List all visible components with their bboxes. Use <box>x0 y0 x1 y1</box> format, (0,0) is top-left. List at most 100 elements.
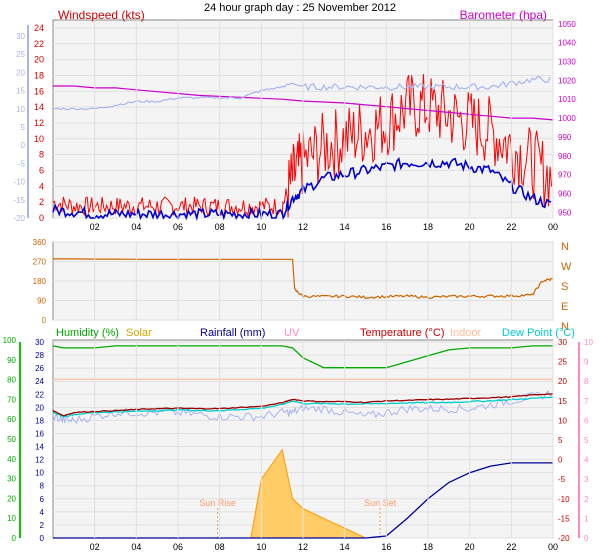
uv-tick-label: 4 <box>584 456 589 465</box>
windspeed-title: Windspeed (kts) <box>58 8 145 22</box>
temp-tick-label: 20 <box>16 68 25 77</box>
rainfall-tick-label: 2 <box>40 521 45 530</box>
compass-label: E <box>561 301 568 313</box>
humidity-tick-label: 70 <box>7 395 16 404</box>
wind-x-tick-label: 02 <box>90 222 100 232</box>
rainfall-tick-label: 30 <box>35 338 44 347</box>
humidity-tick-label: 90 <box>7 356 16 365</box>
baro-tick-label: 1020 <box>558 76 576 85</box>
humidity-tick-label: 40 <box>7 455 16 464</box>
direction-tick-label: 180 <box>33 277 47 286</box>
temperature-line <box>52 393 554 417</box>
humidity-tick-label: 20 <box>7 494 16 503</box>
temperature-tick-label: 15 <box>558 397 567 406</box>
wind-x-tick-label: 16 <box>381 222 391 232</box>
uv-tick-label: 5 <box>584 436 589 445</box>
sunrise-label: Sun Rise <box>199 498 236 508</box>
wind-tick-label: 6 <box>39 165 44 175</box>
baro-tick-label: 950 <box>558 208 572 217</box>
climate-x-tick-label: 10 <box>256 542 266 552</box>
uv-tick-label: 8 <box>584 377 589 386</box>
humidity-tick-label: 0 <box>12 534 17 543</box>
rainfall-tick-label: 4 <box>40 508 45 517</box>
climate-x-tick-label: 18 <box>423 542 433 552</box>
wind-tick-label: 12 <box>34 118 44 128</box>
windspeed-line <box>52 73 552 218</box>
uv-tick-label: 2 <box>584 495 589 504</box>
wind-x-tick-label: 18 <box>423 222 433 232</box>
wind-x-tick-label: 20 <box>465 222 475 232</box>
legend-dew-point: Dew Point (°C) <box>502 327 575 339</box>
climate-x-tick-label: 02 <box>90 542 100 552</box>
barometer-line <box>53 85 554 121</box>
wind-tick-label: 16 <box>34 86 44 96</box>
direction-tick-label: 0 <box>42 316 47 325</box>
temp-tick-label: 10 <box>16 105 25 114</box>
temperature-scale-line <box>52 75 551 111</box>
wind-x-tick-label: 22 <box>506 222 516 232</box>
uv-tick-label: 6 <box>584 416 589 425</box>
legend-uv: UV <box>284 327 300 339</box>
temp-tick-label: 5 <box>21 123 26 132</box>
climate-x-tick-label: 12 <box>298 542 308 552</box>
legend-rainfall: Rainfall (mm) <box>200 327 265 339</box>
chart-title: 24 hour graph day : 25 November 2012 <box>204 2 396 14</box>
wind-tick-label: 14 <box>34 102 44 112</box>
wind-tick-label: 4 <box>39 181 44 191</box>
wind-tick-label: 0 <box>39 213 44 223</box>
climate-x-tick-label: 08 <box>215 542 225 552</box>
wind-tick-label: 20 <box>34 55 44 65</box>
rainfall-tick-label: 8 <box>40 482 45 491</box>
legend-humidity: Humidity (%) <box>56 327 119 339</box>
compass-label: N <box>561 321 569 333</box>
average-wind-line <box>52 156 552 222</box>
rainfall-tick-label: 0 <box>40 534 45 543</box>
humidity-tick-label: 100 <box>3 336 17 345</box>
wind-x-tick-label: 10 <box>256 222 266 232</box>
wind-x-tick-label: 14 <box>340 222 350 232</box>
rainfall-tick-label: 10 <box>35 469 44 478</box>
compass-label: N <box>561 241 569 253</box>
uv-tick-label: 0 <box>584 534 589 543</box>
temp-tick-label: 25 <box>16 50 25 59</box>
rainfall-tick-label: 6 <box>40 495 45 504</box>
climate-x-tick-label: 20 <box>465 542 475 552</box>
humidity-tick-label: 60 <box>7 415 16 424</box>
wind-tick-label: 24 <box>34 23 44 33</box>
temp-tick-label: -15 <box>13 196 25 205</box>
wind-tick-label: 8 <box>39 150 44 160</box>
wind-x-tick-label: 00 <box>548 222 558 232</box>
rainfall-tick-label: 14 <box>35 443 44 452</box>
wind-x-tick-label: 04 <box>131 222 141 232</box>
barometer-title: Barometer (hpa) <box>460 8 547 22</box>
humidity-tick-label: 50 <box>7 435 16 444</box>
rainfall-tick-label: 20 <box>35 403 44 412</box>
baro-tick-label: 1000 <box>558 114 576 123</box>
legend-solar: Solar <box>126 327 152 339</box>
rainfall-line <box>53 462 553 539</box>
wind-tick-label: 22 <box>34 39 44 49</box>
rainfall-tick-label: 16 <box>35 429 44 438</box>
wind-tick-label: 18 <box>34 70 44 80</box>
temp-tick-label: -5 <box>18 159 26 168</box>
uv-tick-label: 10 <box>584 338 593 347</box>
climate-x-tick-label: 00 <box>548 542 558 552</box>
temp-tick-label: 0 <box>21 141 26 150</box>
humidity-tick-label: 80 <box>7 376 16 385</box>
dew-point-line <box>52 396 554 418</box>
baro-tick-label: 1030 <box>558 57 576 66</box>
rainfall-tick-label: 18 <box>35 416 44 425</box>
uv-tick-label: 3 <box>584 475 589 484</box>
uv-tick-label: 7 <box>584 397 589 406</box>
climate-x-tick-label: 04 <box>131 542 141 552</box>
baro-tick-label: 990 <box>558 133 572 142</box>
temperature-tick-label: -5 <box>558 475 566 484</box>
wind-tick-label: 2 <box>39 197 44 207</box>
humidity-tick-label: 30 <box>7 475 16 484</box>
baro-tick-label: 1040 <box>558 39 576 48</box>
legend-indoor: Indoor <box>450 327 482 339</box>
temperature-tick-label: 20 <box>558 377 567 386</box>
uv-tick-label: 1 <box>584 514 589 523</box>
climate-x-tick-label: 06 <box>173 542 183 552</box>
wind-x-tick-label: 08 <box>215 222 225 232</box>
